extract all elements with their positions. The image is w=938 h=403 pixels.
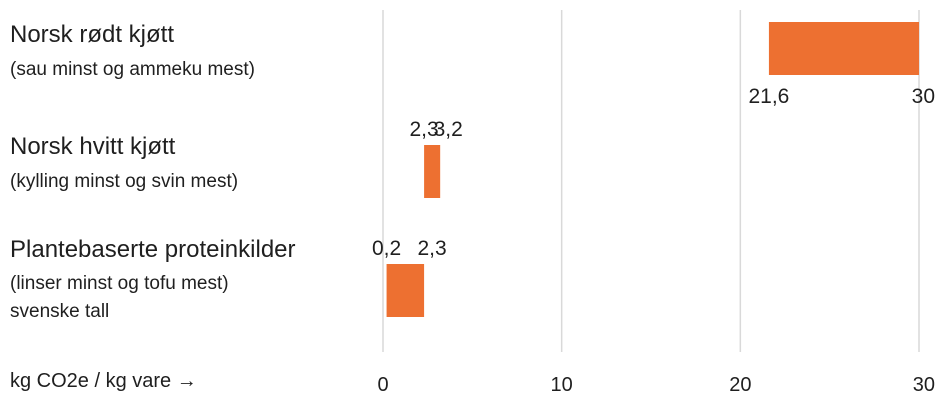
x-tick-label-30: 30 [913, 374, 935, 396]
bar-low-label-0: 21,6 [748, 85, 789, 108]
category-sublabel-plant-protein-2: svenske tall [10, 301, 110, 322]
x-tick-label-10: 10 [551, 374, 573, 396]
bar-high-label-0: 30 [912, 85, 935, 108]
range-bar-0 [768, 22, 919, 75]
category-sublabel-white-meat: (kylling minst og svin mest) [10, 171, 239, 192]
category-sublabel-plant-protein-1: (linser minst og tofu mest) [10, 273, 229, 294]
bar-high-label-2: 2,3 [417, 237, 446, 260]
bar-low-label-2: 0,2 [372, 237, 401, 260]
category-sublabel-red-meat: (sau minst og ammeku mest) [10, 59, 255, 80]
category-label-white-meat: Norsk hvitt kjøtt [10, 133, 176, 160]
bar-high-label-1: 3,2 [434, 118, 463, 141]
x-axis-unit-label: kg CO2e / kg vare → [10, 370, 197, 392]
bar-low-label-1: 2,3 [409, 118, 438, 141]
category-label-plant-protein: Plantebaserte proteinkilder [10, 236, 296, 263]
range-bar-2 [386, 264, 425, 317]
category-label-red-meat: Norsk rødt kjøtt [10, 21, 175, 48]
range-bar-1 [424, 145, 441, 198]
x-tick-label-0: 0 [377, 374, 388, 396]
x-tick-label-20: 20 [729, 374, 751, 396]
